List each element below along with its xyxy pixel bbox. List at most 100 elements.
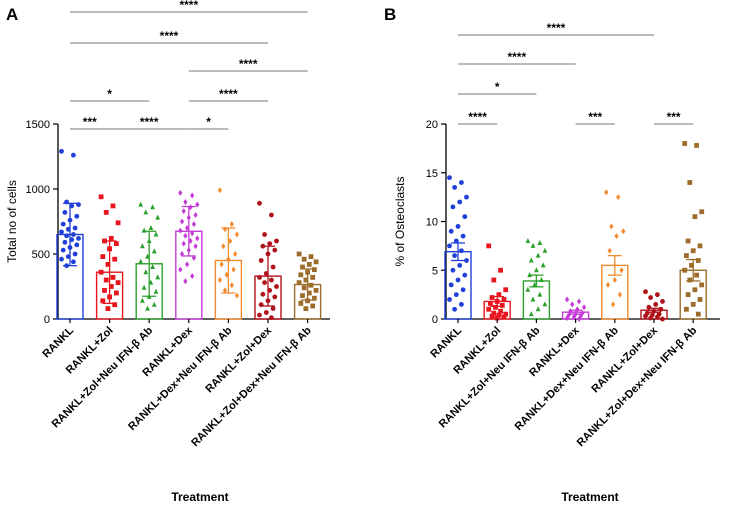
data-point <box>310 275 316 280</box>
data-point <box>460 233 466 239</box>
panel-b: B 0 5 10 15 20 % of Osteoclasts Treatment RANKL R… <box>384 5 720 504</box>
data-point <box>308 254 314 259</box>
data-point <box>115 220 121 226</box>
data-point <box>643 289 648 295</box>
data-point <box>313 288 319 293</box>
data-point <box>692 214 698 220</box>
data-point <box>578 313 583 320</box>
data-point <box>450 204 456 210</box>
data-point <box>274 284 279 289</box>
data-point <box>76 236 81 241</box>
data-point <box>188 238 193 244</box>
data-point <box>193 212 198 218</box>
data-point <box>98 194 104 200</box>
data-point <box>65 254 71 259</box>
data-point <box>697 297 703 302</box>
data-point <box>71 259 76 265</box>
data-point <box>537 291 543 297</box>
data-point <box>464 194 469 200</box>
data-point <box>452 306 457 312</box>
data-point <box>258 302 264 308</box>
data-point <box>178 189 183 196</box>
x-axis-label: Treatment <box>171 490 228 504</box>
data-point <box>455 277 461 283</box>
data-point <box>462 214 468 220</box>
data-point <box>542 301 548 307</box>
category-label: RANKL+Zol+Dex <box>589 324 660 395</box>
data-point <box>138 201 144 207</box>
data-point <box>453 238 459 244</box>
data-point <box>300 264 305 270</box>
data-point <box>660 299 665 304</box>
data-point <box>576 298 582 305</box>
data-point <box>658 306 664 312</box>
data-point <box>612 277 617 283</box>
data-point <box>105 262 111 267</box>
data-point <box>269 315 274 321</box>
data-point <box>525 286 531 292</box>
data-point <box>234 231 239 238</box>
data-point <box>64 199 69 205</box>
data-point <box>697 243 703 249</box>
data-point <box>267 241 273 247</box>
data-point <box>257 275 262 280</box>
data-point <box>138 258 144 264</box>
data-point <box>191 221 196 228</box>
data-point <box>695 258 701 263</box>
data-point <box>501 297 507 302</box>
data-point <box>298 301 304 306</box>
data-point <box>448 228 454 234</box>
data-point <box>270 306 276 311</box>
data-point <box>448 282 454 288</box>
significance-label: * <box>206 115 211 129</box>
data-point <box>694 143 699 148</box>
data-point <box>148 279 154 285</box>
data-point <box>67 217 73 223</box>
data-point <box>616 194 621 201</box>
data-point <box>494 299 500 304</box>
data-point <box>648 295 653 300</box>
data-point <box>59 256 64 262</box>
data-point <box>450 267 456 273</box>
data-point <box>141 227 147 233</box>
data-point <box>186 247 191 254</box>
data-point <box>570 301 575 308</box>
data-point <box>682 141 688 146</box>
data-point <box>229 282 234 289</box>
data-point <box>185 225 190 231</box>
category-label: RANKL <box>428 324 464 360</box>
significance-label: * <box>107 87 112 101</box>
data-point <box>532 281 538 287</box>
data-point <box>447 243 452 249</box>
data-point <box>221 243 226 250</box>
data-point <box>110 203 116 209</box>
data-point <box>530 296 536 302</box>
y-tick-label: 5 <box>432 265 438 277</box>
significance-label: **** <box>160 29 179 43</box>
data-point <box>300 293 305 298</box>
panel-letter: B <box>384 5 396 24</box>
data-point <box>217 187 222 194</box>
data-point <box>272 247 278 253</box>
data-point <box>100 254 106 259</box>
data-point <box>140 297 145 303</box>
data-point <box>617 291 622 298</box>
data-point <box>193 243 198 250</box>
data-point <box>503 287 509 293</box>
data-point <box>453 292 459 298</box>
data-point <box>65 226 71 232</box>
data-point <box>525 238 531 243</box>
data-point <box>71 152 76 158</box>
data-point <box>190 230 195 237</box>
data-point <box>609 223 614 230</box>
data-point <box>499 302 505 308</box>
data-point <box>565 296 570 303</box>
y-tick-label: 20 <box>426 119 438 131</box>
data-point <box>486 243 492 249</box>
data-point <box>190 273 195 280</box>
data-point <box>534 267 539 273</box>
data-point <box>153 231 159 237</box>
data-point <box>306 262 312 267</box>
data-point <box>684 306 689 312</box>
data-point <box>155 214 161 220</box>
